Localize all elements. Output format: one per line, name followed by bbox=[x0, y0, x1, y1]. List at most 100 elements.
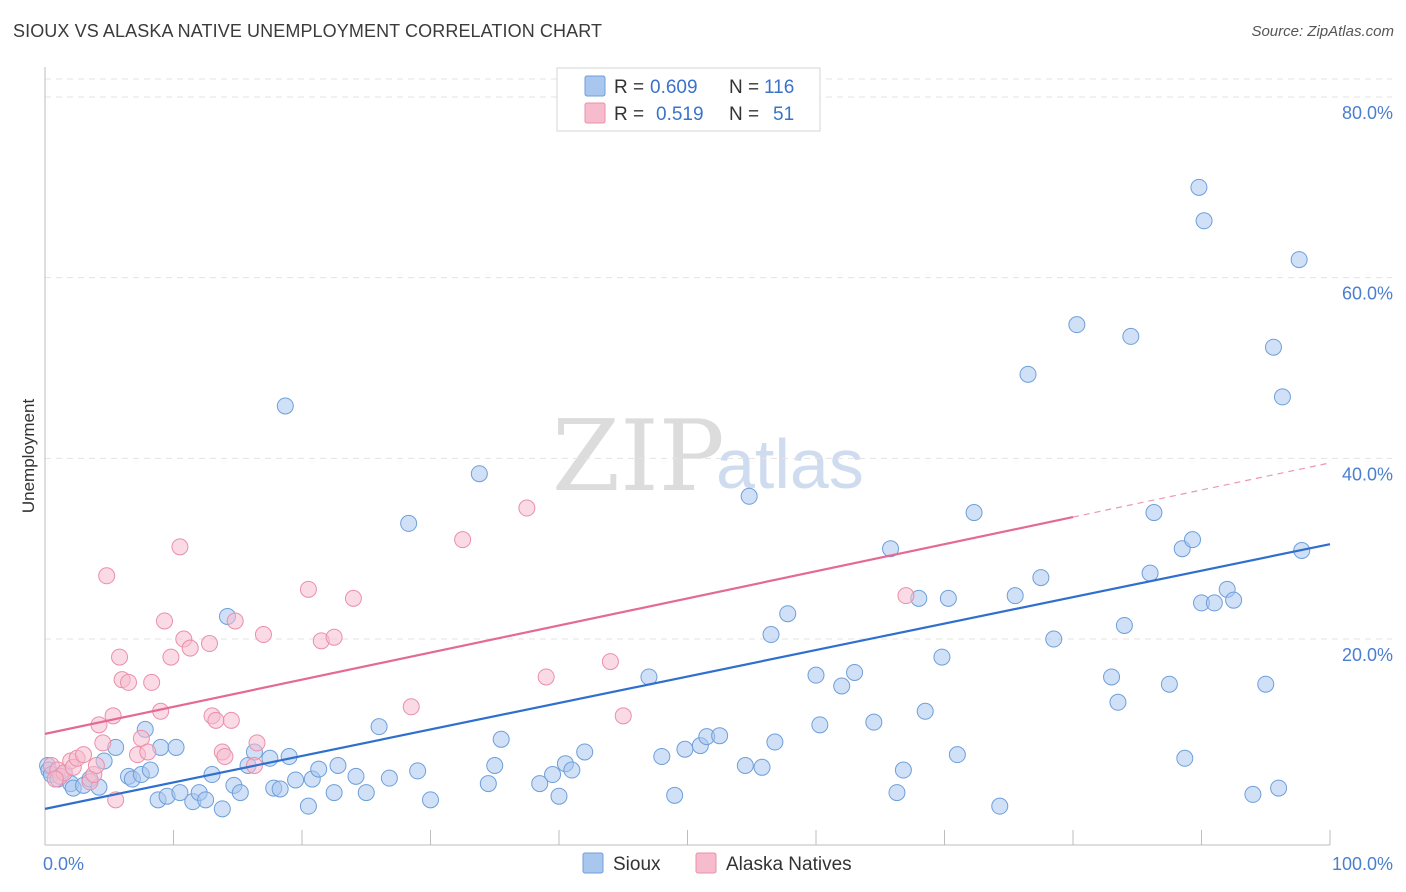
sioux-point bbox=[1103, 668, 1121, 686]
sioux-point bbox=[807, 666, 825, 684]
sioux-point bbox=[1032, 569, 1050, 587]
sioux-point bbox=[1264, 338, 1282, 356]
sioux-point bbox=[299, 797, 317, 815]
sioux-point bbox=[400, 514, 418, 532]
alaska-point bbox=[897, 587, 915, 605]
sioux-point bbox=[1176, 749, 1194, 767]
sioux-point bbox=[563, 761, 581, 779]
sioux-point bbox=[1145, 504, 1163, 522]
sioux-point bbox=[948, 746, 966, 764]
bottom-legend-label-sioux: Sioux bbox=[613, 854, 661, 875]
sioux-point bbox=[347, 767, 365, 785]
sioux-point bbox=[939, 589, 957, 607]
y-tick-label-20: 20.0% bbox=[1342, 645, 1393, 665]
sioux-point bbox=[470, 465, 488, 483]
sioux-point bbox=[310, 760, 328, 778]
y-axis-label: Unemployment bbox=[19, 399, 38, 514]
sioux-point bbox=[380, 769, 398, 787]
watermark: ZIP atlas bbox=[552, 400, 864, 514]
alaska-point bbox=[344, 589, 362, 607]
legend-r-value-alaska: 0.519 bbox=[656, 104, 704, 125]
alaska-point bbox=[325, 628, 343, 646]
sioux-point bbox=[991, 797, 1009, 815]
x-tick-label-100: 100.0% bbox=[1332, 854, 1393, 874]
sioux-point bbox=[141, 761, 159, 779]
y-tick-labels: 20.0% 40.0% 60.0% 80.0% bbox=[1342, 103, 1393, 665]
sioux-point bbox=[1190, 178, 1208, 196]
sioux-trendline bbox=[44, 543, 1331, 810]
alaska-point bbox=[207, 711, 225, 729]
alaska-point bbox=[200, 635, 218, 653]
sioux-point bbox=[1122, 327, 1140, 345]
sioux-point bbox=[171, 784, 189, 802]
sioux-point bbox=[916, 702, 934, 720]
sioux-point bbox=[1244, 785, 1262, 803]
legend-r-value-sioux: 0.609 bbox=[650, 77, 698, 98]
watermark-atlas: atlas bbox=[716, 425, 864, 503]
sioux-point bbox=[1225, 591, 1243, 609]
watermark-zip: ZIP bbox=[552, 400, 725, 514]
bottom-legend-label-alaska: Alaska Natives bbox=[726, 854, 852, 875]
alaska-point bbox=[94, 734, 112, 752]
legend-r-label-alaska: R = bbox=[614, 104, 644, 125]
alaska-point bbox=[222, 711, 240, 729]
alaska-point bbox=[156, 612, 174, 630]
alaska-point bbox=[226, 612, 244, 630]
sioux-point bbox=[576, 743, 594, 761]
sioux-point bbox=[779, 605, 797, 623]
legend-n-value-sioux: 116 bbox=[764, 77, 794, 98]
sioux-point bbox=[833, 677, 851, 695]
alaska-point bbox=[248, 734, 266, 752]
sioux-point bbox=[711, 727, 729, 745]
y-tick-label-80: 80.0% bbox=[1342, 103, 1393, 123]
alaska-point bbox=[139, 743, 157, 761]
legend-swatch-alaska bbox=[584, 102, 606, 124]
sioux-point bbox=[486, 757, 504, 775]
sioux-point bbox=[479, 775, 497, 793]
source-label: Source: ZipAtlas.com bbox=[1251, 23, 1394, 40]
sioux-point bbox=[167, 738, 185, 756]
sioux-point bbox=[736, 757, 754, 775]
sioux-point bbox=[653, 747, 671, 765]
sioux-point bbox=[846, 663, 864, 681]
sioux-point bbox=[676, 740, 694, 758]
legend-r-label-sioux: R = bbox=[614, 77, 644, 98]
sioux-point bbox=[550, 787, 568, 805]
sioux-point bbox=[965, 504, 983, 522]
sioux-point bbox=[894, 761, 912, 779]
x-tick-label-0: 0.0% bbox=[43, 854, 84, 874]
sioux-point bbox=[1205, 594, 1223, 612]
legend-n-label-alaska: N = bbox=[729, 104, 759, 125]
sioux-point bbox=[1195, 212, 1213, 230]
sioux-point bbox=[287, 771, 305, 789]
sioux-point bbox=[531, 775, 549, 793]
sioux-point bbox=[1184, 531, 1202, 549]
alaska-point bbox=[120, 673, 138, 691]
alaska-point bbox=[46, 770, 64, 788]
series-alaska-points bbox=[42, 499, 915, 809]
chart-title: SIOUX VS ALASKA NATIVE UNEMPLOYMENT CORR… bbox=[13, 21, 603, 41]
sioux-point bbox=[1290, 251, 1308, 269]
sioux-point bbox=[1045, 630, 1063, 648]
sioux-point bbox=[1115, 616, 1133, 634]
sioux-point bbox=[1270, 779, 1288, 797]
sioux-point bbox=[1257, 675, 1275, 693]
sioux-point bbox=[811, 716, 829, 734]
sioux-point bbox=[1068, 316, 1086, 334]
series-legend: Sioux Alaska Natives bbox=[582, 852, 852, 875]
legend-n-value-alaska: 51 bbox=[773, 104, 794, 125]
sioux-point bbox=[762, 626, 780, 644]
x-tick-labels: 0.0% 100.0% bbox=[43, 854, 1393, 874]
sioux-point bbox=[882, 540, 900, 558]
alaska-point bbox=[601, 653, 619, 671]
alaska-point bbox=[518, 499, 536, 517]
legend-n-label-sioux: N = bbox=[729, 77, 759, 98]
alaska-point bbox=[402, 698, 420, 716]
legend-swatch-sioux bbox=[584, 75, 606, 97]
alaska-point bbox=[162, 648, 180, 666]
y-tick-label-60: 60.0% bbox=[1342, 284, 1393, 304]
sioux-point bbox=[933, 648, 951, 666]
sioux-point bbox=[865, 713, 883, 731]
alaska-point bbox=[454, 531, 472, 549]
